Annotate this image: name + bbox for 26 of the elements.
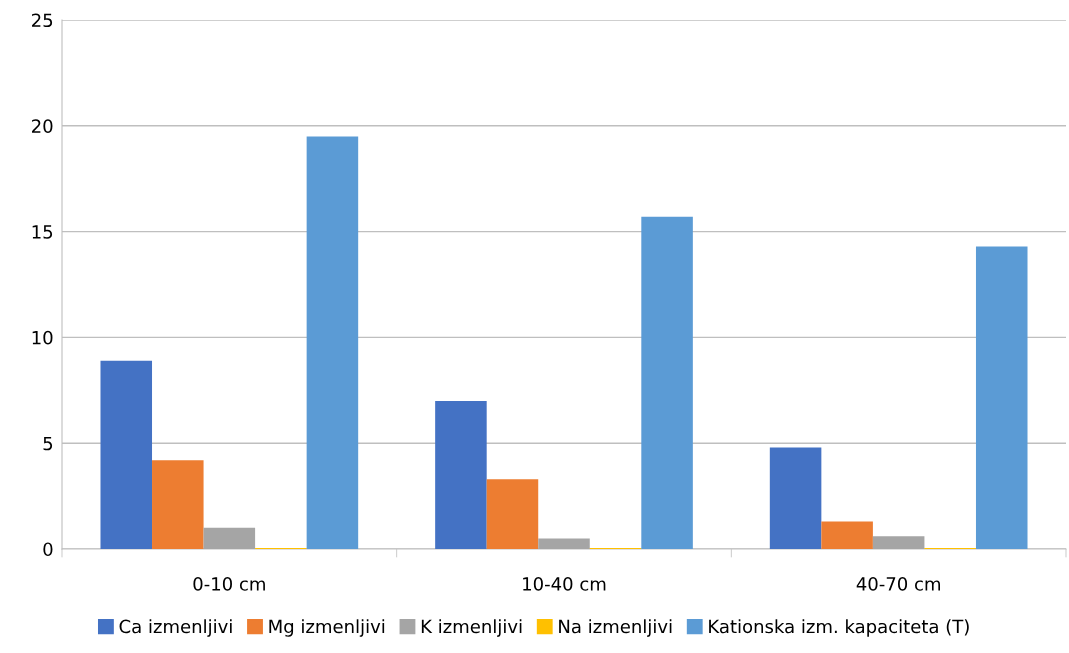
bar [152,460,204,549]
bar [538,538,590,549]
legend-label: K izmenljivi [421,619,522,637]
y-tick-label: 5 [43,436,53,451]
legend-label: Na izmenljivi [559,619,672,637]
bar [486,479,539,549]
bar [641,216,693,549]
y-tick-label: 10 [32,330,53,345]
y-tick-label: 25 [32,13,53,28]
legend-label: Mg izmenljivi [269,619,385,637]
bar [203,527,256,549]
bar [100,360,153,549]
legend-label: Ca izmenljivi [119,619,232,637]
bar [769,447,822,549]
bar [306,136,359,549]
y-tick-label: 20 [32,119,53,133]
bar [975,246,1028,549]
x-tick-label: 0-10 cm [193,577,265,591]
bar [872,536,925,549]
bar [821,521,873,549]
bar [435,400,487,549]
x-tick-label: 10-40 cm [523,577,606,591]
x-tick-label: 40-70 cm [856,577,940,591]
y-tick-label: 15 [32,225,53,239]
y-tick-label: 0 [43,542,53,557]
legend-label: Kationska izm. kapaciteta (T) [709,619,969,637]
